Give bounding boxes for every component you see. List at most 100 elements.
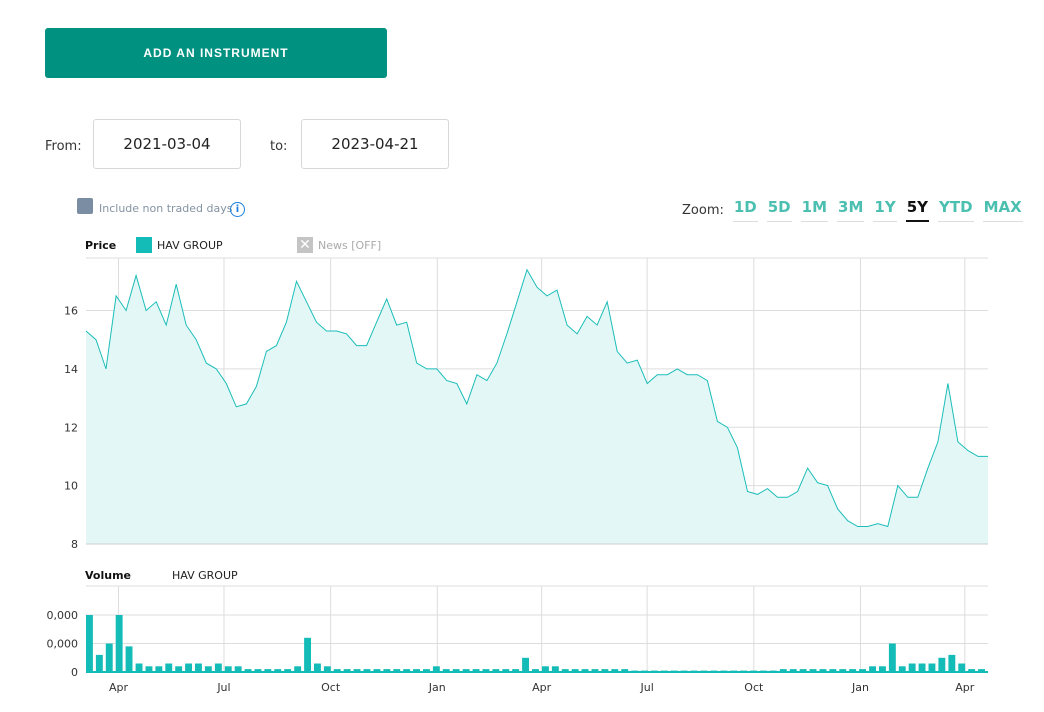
volume-bar bbox=[195, 663, 202, 672]
volume-bar bbox=[125, 646, 133, 673]
volume-bar bbox=[185, 663, 192, 672]
volume-bar bbox=[492, 669, 500, 672]
volume-bar bbox=[968, 669, 976, 672]
volume-bar bbox=[145, 666, 153, 672]
volume-bar bbox=[284, 669, 292, 672]
volume-bar bbox=[789, 669, 797, 672]
volume-bar bbox=[502, 669, 510, 672]
volume-bar bbox=[314, 663, 321, 672]
add-instrument-button[interactable]: ADD AN INSTRUMENT bbox=[45, 28, 387, 78]
volume-bar bbox=[621, 669, 629, 672]
zoom-5y[interactable]: 5Y bbox=[905, 198, 930, 222]
volume-bar bbox=[948, 654, 956, 672]
from-date-input[interactable]: 2021-03-04 bbox=[93, 119, 241, 169]
volume-bar bbox=[522, 657, 529, 673]
volume-bar bbox=[175, 666, 183, 672]
zoom-3m[interactable]: 3M bbox=[837, 198, 865, 222]
price-y-tick: 12 bbox=[64, 421, 78, 434]
volume-bar bbox=[888, 643, 896, 672]
info-icon[interactable]: i bbox=[230, 202, 245, 217]
volume-bar bbox=[105, 643, 113, 672]
zoom-1y[interactable]: 1Y bbox=[873, 198, 897, 222]
volume-bar bbox=[363, 669, 371, 672]
volume-bar bbox=[829, 669, 837, 672]
series-legend-swatch[interactable] bbox=[136, 237, 152, 253]
volume-bar bbox=[86, 615, 93, 672]
volume-bar bbox=[551, 666, 559, 672]
include-non-traded-checkbox[interactable] bbox=[77, 198, 93, 214]
volume-bar bbox=[611, 669, 619, 672]
volume-bar bbox=[403, 669, 411, 672]
volume-bar bbox=[234, 666, 242, 672]
zoom-max[interactable]: MAX bbox=[982, 198, 1023, 222]
x-tick-label: Apr bbox=[109, 681, 129, 694]
volume-bar bbox=[115, 615, 123, 672]
volume-bar bbox=[373, 669, 381, 672]
zoom-1d[interactable]: 1D bbox=[732, 198, 758, 222]
x-tick-label: Jan bbox=[851, 681, 869, 694]
volume-bar bbox=[482, 669, 490, 672]
volume-bar bbox=[304, 637, 311, 672]
x-tick-label: Oct bbox=[321, 681, 341, 694]
to-date-input[interactable]: 2023-04-21 bbox=[301, 119, 449, 169]
zoom-1m[interactable]: 1M bbox=[800, 198, 829, 222]
series-legend-label[interactable]: HAV GROUP bbox=[157, 239, 223, 252]
zoom-bar: Zoom: 1D 5D 1M 3M 1Y 5Y YTD MAX bbox=[682, 198, 1023, 222]
volume-bar bbox=[254, 669, 262, 672]
volume-bar bbox=[859, 669, 866, 672]
volume-bar bbox=[135, 663, 143, 672]
volume-bar bbox=[155, 666, 163, 672]
volume-bar bbox=[264, 669, 272, 672]
volume-bar bbox=[333, 669, 341, 672]
volume-bar bbox=[244, 669, 252, 672]
volume-bar bbox=[928, 663, 936, 672]
volume-bar bbox=[591, 669, 599, 672]
volume-bar bbox=[512, 669, 520, 672]
volume-bar bbox=[908, 663, 916, 672]
x-tick-label: Oct bbox=[744, 681, 764, 694]
volume-bar bbox=[978, 669, 985, 672]
volume-bar bbox=[809, 669, 817, 672]
volume-bar bbox=[423, 669, 430, 672]
zoom-5d[interactable]: 5D bbox=[766, 198, 792, 222]
volume-series-label: HAV GROUP bbox=[172, 569, 238, 582]
price-line bbox=[85, 268, 988, 528]
volume-bar bbox=[472, 669, 480, 672]
volume-bar bbox=[869, 666, 876, 672]
x-tick-label: Jul bbox=[216, 681, 230, 694]
news-toggle-label[interactable]: News [OFF] bbox=[318, 239, 382, 252]
price-label: Price bbox=[85, 239, 117, 252]
volume-bar bbox=[958, 663, 966, 672]
volume-y-tick: 0,000 bbox=[47, 638, 79, 651]
from-label: From: bbox=[45, 139, 82, 154]
news-toggle-icon[interactable]: ✕ bbox=[297, 237, 313, 253]
to-label: to: bbox=[270, 139, 288, 154]
volume-bar bbox=[294, 666, 302, 672]
volume-bar bbox=[561, 669, 569, 672]
volume-y-tick: 0,000 bbox=[47, 609, 79, 622]
volume-bar bbox=[343, 669, 351, 672]
price-y-tick: 14 bbox=[64, 363, 78, 376]
volume-bar bbox=[462, 669, 470, 672]
volume-bar bbox=[353, 669, 361, 672]
volume-bar bbox=[601, 669, 609, 672]
volume-bar bbox=[165, 663, 173, 672]
volume-bar bbox=[274, 669, 282, 672]
volume-bar bbox=[918, 663, 926, 672]
volume-bar bbox=[839, 669, 847, 672]
x-tick-label: Apr bbox=[532, 681, 552, 694]
x-tick-label: Jan bbox=[428, 681, 446, 694]
volume-bar bbox=[898, 666, 906, 672]
price-y-tick: 10 bbox=[64, 480, 78, 493]
volume-bar bbox=[779, 669, 787, 672]
volume-bar bbox=[432, 666, 440, 672]
zoom-label: Zoom: bbox=[682, 202, 724, 218]
volume-bar bbox=[542, 666, 549, 672]
volume-bar bbox=[383, 669, 391, 672]
volume-bar bbox=[442, 669, 450, 672]
volume-bar bbox=[323, 666, 331, 672]
volume-bar bbox=[413, 669, 420, 672]
zoom-ytd[interactable]: YTD bbox=[938, 198, 974, 222]
volume-label: Volume bbox=[85, 569, 131, 582]
